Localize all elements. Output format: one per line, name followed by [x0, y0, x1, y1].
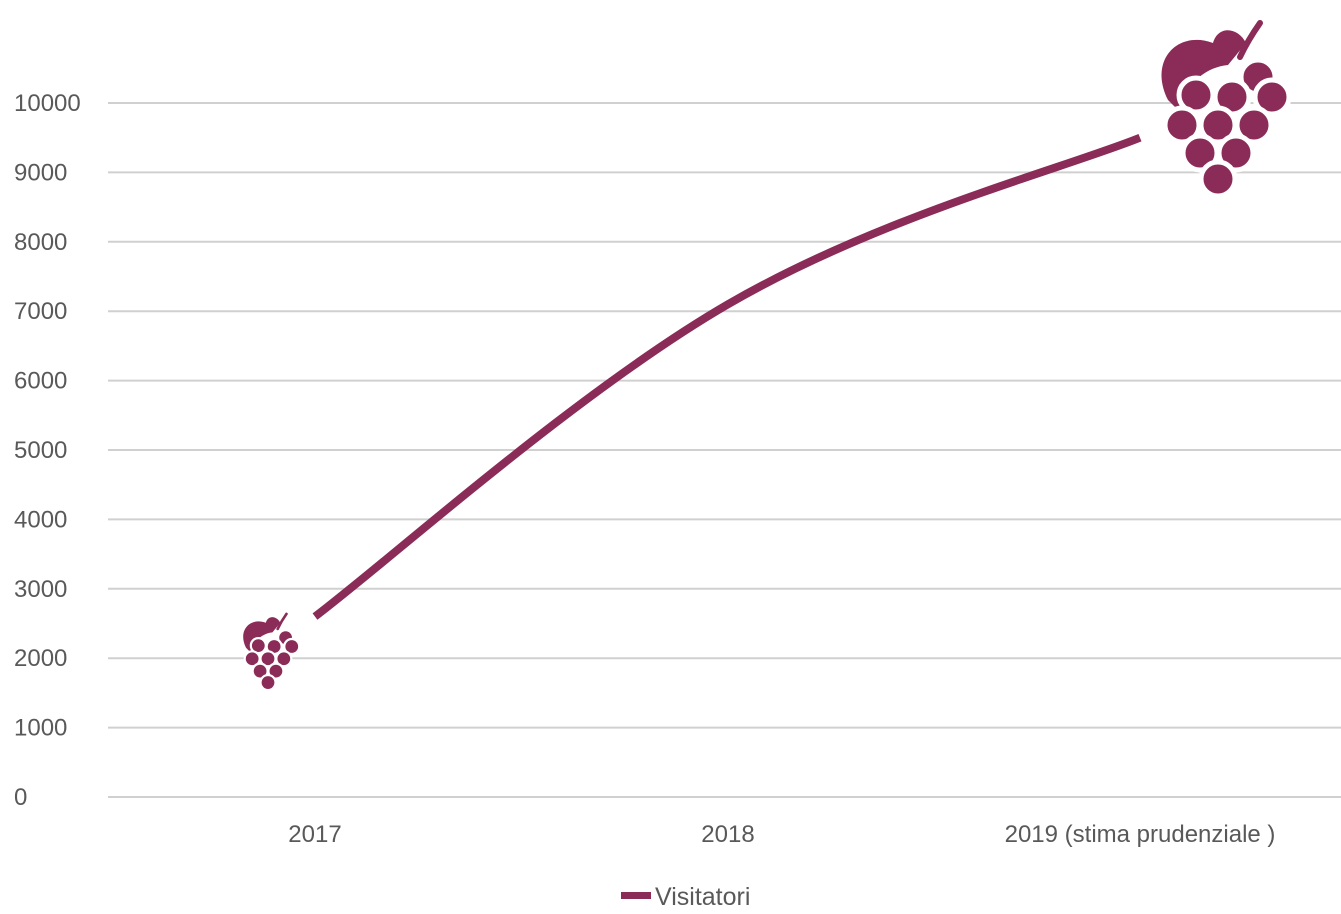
y-tick-label: 6000	[14, 368, 67, 395]
x-tick-label: 2018	[701, 821, 754, 848]
legend-label: Visitatori	[655, 883, 750, 909]
x-axis-ticks: 2017 2018 2019 (stima prudenziale )	[288, 821, 1275, 848]
x-tick-label: 2017	[288, 821, 341, 848]
y-tick-label: 0	[14, 784, 27, 811]
y-tick-label: 10000	[14, 90, 81, 117]
y-tick-label: 7000	[14, 298, 67, 325]
grape-cluster-icon	[1161, 20, 1292, 199]
y-tick-label: 1000	[14, 715, 67, 742]
series-line-visitatori	[312, 133, 1142, 620]
y-tick-label: 4000	[14, 506, 67, 533]
series-layer	[312, 133, 1142, 620]
legend: Visitatori	[621, 883, 750, 911]
grape-cluster-icon	[243, 612, 301, 692]
x-tick-label: 2019 (stima prudenziale )	[1005, 821, 1276, 848]
decorative-icons	[243, 20, 1292, 692]
y-tick-label: 8000	[14, 229, 67, 256]
y-tick-label: 9000	[14, 159, 67, 186]
legend-swatch	[621, 892, 651, 899]
y-tick-label: 2000	[14, 645, 67, 672]
gridlines	[108, 102, 1341, 798]
y-tick-label: 5000	[14, 437, 67, 464]
y-tick-label: 3000	[14, 576, 67, 603]
y-axis-ticks: 0 1000 2000 3000 4000 5000 6000 7000 8000 9000 100…	[14, 90, 81, 811]
